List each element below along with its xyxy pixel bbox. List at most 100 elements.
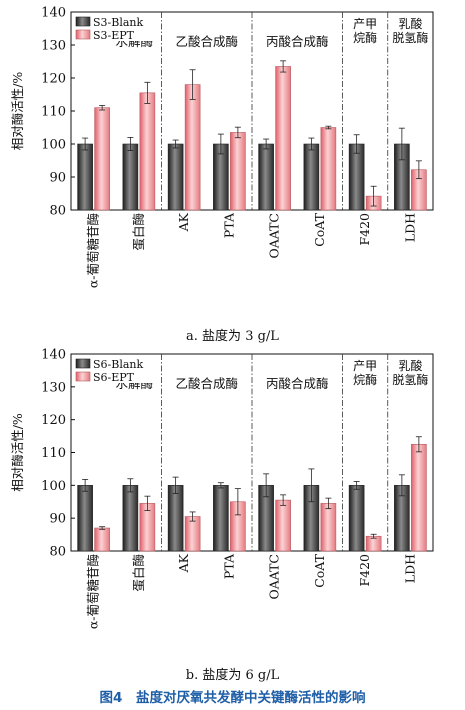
bar-ept-5 <box>320 503 337 552</box>
bar-ept-2 <box>184 516 201 552</box>
y-tick-label: 120 <box>41 413 66 428</box>
category-label-3: PTA <box>221 212 236 238</box>
legend-label-0: S3-Blank <box>93 16 143 29</box>
group-label-3: 产甲烷酶 <box>353 17 377 45</box>
legend-swatch-0 <box>75 16 91 27</box>
y-tick-label: 140 <box>41 348 66 363</box>
errorbar-blank-0 <box>82 479 89 492</box>
category-label-1: 蛋白酶 <box>131 213 146 251</box>
category-label-4: OAATC <box>267 213 282 259</box>
bar-blank-6 <box>348 485 365 552</box>
legend-swatch-0 <box>75 358 91 369</box>
errorbar-blank-1 <box>127 136 134 152</box>
group-label-1: 乙酸合成酶 <box>175 376 238 391</box>
y-tick-label: 90 <box>49 512 66 527</box>
category-label-3: PTA <box>221 553 236 579</box>
y-tick-label: 130 <box>41 380 66 395</box>
errorbar-blank-7 <box>398 474 405 497</box>
errorbar-ept-0 <box>99 104 106 111</box>
errorbar-blank-0 <box>82 137 89 151</box>
errorbar-ept-1 <box>144 81 151 104</box>
bar-blank-1 <box>122 143 139 211</box>
bar-blank-0 <box>77 485 93 552</box>
category-label-0: α-葡萄糖苷酶 <box>86 213 101 288</box>
errorbar-ept-6 <box>370 185 377 207</box>
errorbar-blank-4 <box>263 138 270 150</box>
y-tick-label: 130 <box>41 39 66 54</box>
y-tick-label: 110 <box>41 105 66 120</box>
errorbar-ept-5 <box>325 125 332 130</box>
errorbar-ept-0 <box>99 526 106 530</box>
category-label-2: AK <box>176 212 191 232</box>
errorbar-ept-3 <box>234 488 241 516</box>
bar-ept-4 <box>275 499 291 552</box>
y-tick-label: 140 <box>41 6 66 21</box>
y-tick-label: 100 <box>41 138 66 153</box>
bar-ept-7 <box>411 443 427 552</box>
y-tick-label: 120 <box>41 72 66 87</box>
errorbar-ept-5 <box>325 497 332 510</box>
bar-ept-0 <box>94 527 110 552</box>
category-label-2: AK <box>176 553 191 573</box>
panel-a-caption: a. 盐度为 3 g/L <box>186 329 279 344</box>
errorbar-ept-1 <box>144 495 151 512</box>
category-label-5: CoAT <box>312 553 327 587</box>
category-label-5: CoAT <box>312 212 327 246</box>
category-label-0: α-葡萄糖苷酶 <box>86 554 101 629</box>
figure-title: 图4 盐度对厌氧共发酵中关键酶活性的影响 <box>99 690 366 706</box>
errorbar-blank-5 <box>308 468 315 503</box>
bar-blank-2 <box>167 485 184 552</box>
errorbar-blank-2 <box>172 476 179 494</box>
bar-blank-1 <box>122 485 139 552</box>
bar-blank-4 <box>258 143 274 211</box>
y-axis-label: 相对酶活性/% <box>10 413 25 492</box>
errorbar-blank-3 <box>217 133 224 155</box>
category-label-7: LDH <box>402 554 417 583</box>
errorbar-blank-6 <box>353 134 360 154</box>
errorbar-blank-2 <box>172 139 179 149</box>
group-label-2: 丙酸合成酶 <box>266 376 329 391</box>
legend-swatch-1 <box>75 371 91 382</box>
errorbar-blank-4 <box>263 473 270 498</box>
group-label-3: 产甲烷酶 <box>353 359 377 387</box>
group-label-1: 乙酸合成酶 <box>175 34 238 49</box>
y-axis-label: 相对酶活性/% <box>10 72 25 151</box>
bar-ept-0 <box>94 107 110 211</box>
legend-swatch-1 <box>75 29 91 40</box>
bar-blank-2 <box>167 143 184 211</box>
y-tick-label: 100 <box>41 479 66 494</box>
errorbar-blank-5 <box>308 137 315 151</box>
errorbar-ept-4 <box>280 494 287 506</box>
bar-blank-0 <box>77 143 93 211</box>
bar-ept-4 <box>275 66 291 211</box>
errorbar-ept-2 <box>189 511 196 522</box>
errorbar-ept-6 <box>370 533 377 539</box>
y-tick-label: 90 <box>49 171 66 186</box>
legend-label-1: S6-EPT <box>93 371 135 384</box>
group-label-4: 乳酸脱氢酶 <box>392 358 428 387</box>
legend-label-0: S6-Blank <box>93 358 143 371</box>
errorbar-blank-3 <box>217 482 224 489</box>
panel-b-caption: b. 盐度为 6 g/L <box>185 668 280 683</box>
y-tick-label: 110 <box>41 446 66 461</box>
bar-blank-3 <box>213 485 229 552</box>
bar-blank-6 <box>348 143 365 211</box>
errorbar-blank-1 <box>127 478 134 493</box>
errorbar-ept-7 <box>415 160 422 180</box>
y-tick-label: 80 <box>49 545 66 560</box>
category-label-6: F420 <box>357 554 372 587</box>
errorbar-blank-7 <box>398 127 405 161</box>
category-label-1: 蛋白酶 <box>131 554 146 592</box>
errorbar-ept-4 <box>280 60 287 73</box>
errorbar-blank-6 <box>353 480 360 490</box>
bar-ept-3 <box>230 132 246 211</box>
bar-ept-5 <box>320 127 337 211</box>
bar-ept-1 <box>139 92 156 211</box>
group-label-2: 丙酸合成酶 <box>266 34 329 49</box>
category-label-6: F420 <box>357 213 372 246</box>
legend-label-1: S3-EPT <box>93 29 135 42</box>
